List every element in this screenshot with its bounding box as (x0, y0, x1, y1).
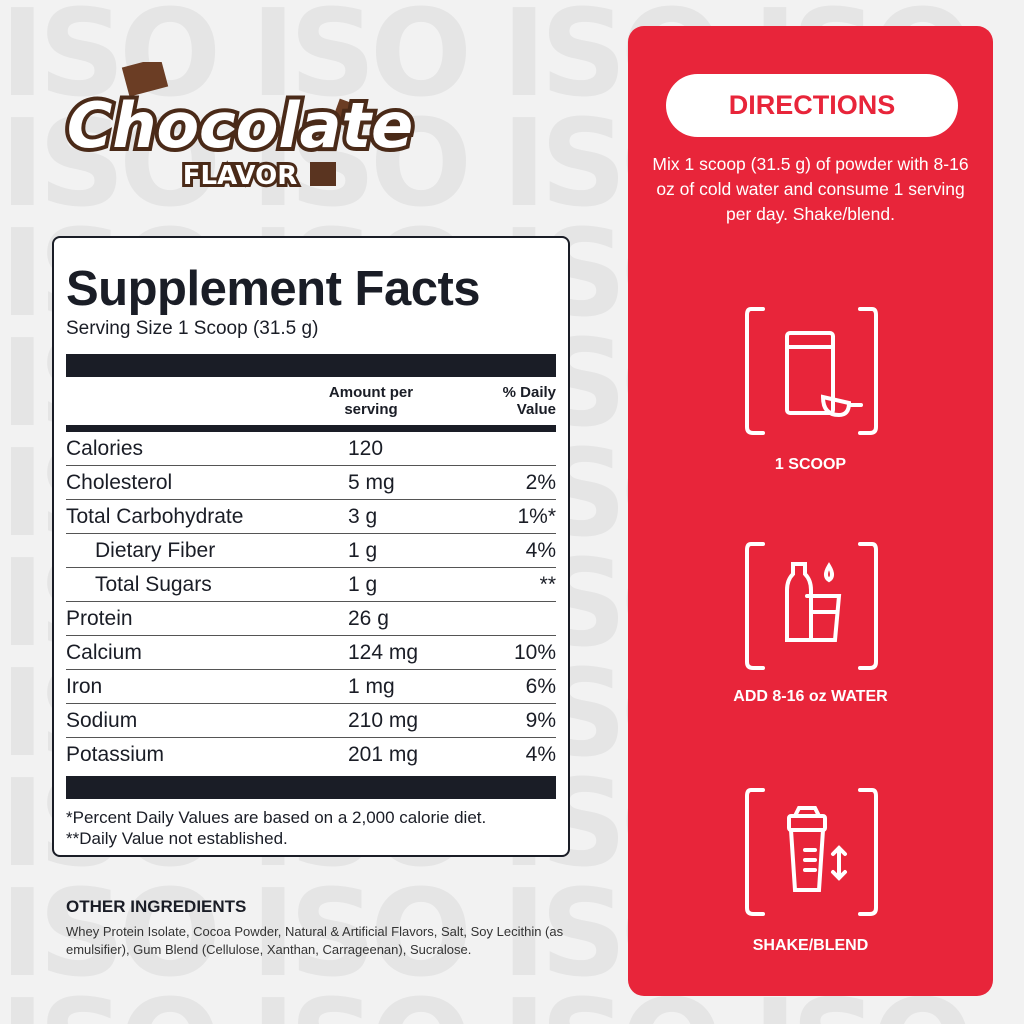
nutrient-name: Sodium (66, 708, 138, 732)
nutrient-dv: 4% (525, 538, 556, 562)
step-label: SHAKE/BLEND (752, 937, 869, 954)
nutrient-amount: 3 g (348, 504, 378, 528)
divider-bar (66, 776, 556, 799)
chocolate-flavor-logo: Chocolate FLAVOR (55, 57, 425, 202)
nutrient-dv: 1%* (517, 504, 556, 528)
scoop-icon (743, 305, 880, 437)
nutrient-name: Iron (66, 674, 103, 698)
nutrient-amount: 5 mg (348, 470, 395, 494)
nutrient-dv: ** (539, 572, 556, 596)
nutrient-dv: 10% (513, 640, 556, 664)
supplement-facts-panel: Supplement Facts Serving Size 1 Scoop (3… (52, 236, 570, 857)
directions-text: Mix 1 scoop (31.5 g) of powder with 8-16… (652, 154, 969, 224)
other-ingredients-title: OTHER INGREDIENTS (66, 897, 247, 916)
facts-row: Dietary Fiber 1 g 4% (66, 534, 556, 568)
nutrient-name: Cholesterol (66, 470, 173, 494)
nutrient-amount: 210 mg (348, 708, 419, 732)
nutrient-dv: 6% (525, 674, 556, 698)
nutrient-amount: 1 mg (348, 674, 395, 698)
nutrient-name: Calories (66, 436, 144, 460)
divider-bar (66, 354, 556, 377)
nutrient-name: Protein (66, 606, 133, 630)
svg-text:FLAVOR: FLAVOR (183, 161, 297, 191)
facts-row: Total Carbohydrate 3 g 1%* (66, 500, 556, 534)
facts-row: Total Sugars 1 g ** (66, 568, 556, 602)
nutrient-name: Calcium (66, 640, 142, 664)
facts-row: Potassium 201 mg 4% (66, 738, 556, 772)
shaker-icon (743, 786, 880, 918)
facts-row: Iron 1 mg 6% (66, 670, 556, 704)
step-label: 1 SCOOP (774, 456, 847, 473)
nutrient-amount: 120 (348, 436, 384, 460)
facts-row: Calories 120 (66, 432, 556, 466)
dv-header: % Daily Value (502, 384, 556, 418)
facts-row: Sodium 210 mg 9% (66, 704, 556, 738)
directions-panel: DIRECTIONS Mix 1 scoop (31.5 g) of powde… (628, 26, 993, 996)
nutrient-amount: 1 g (348, 538, 378, 562)
nutrient-dv: 9% (525, 708, 556, 732)
svg-text:Chocolate: Chocolate (67, 89, 413, 162)
nutrient-amount: 124 mg (348, 640, 419, 664)
facts-header: Amount per serving % Daily Value (66, 377, 556, 432)
nutrient-dv: 2% (525, 470, 556, 494)
facts-row: Protein 26 g (66, 602, 556, 636)
nutrient-name: Dietary Fiber (95, 538, 216, 562)
facts-row: Cholesterol 5 mg 2% (66, 466, 556, 500)
nutrient-dv: 4% (525, 743, 556, 766)
nutrient-amount: 201 mg (348, 743, 419, 766)
facts-title: Supplement Facts (66, 262, 481, 316)
other-ingredients: OTHER INGREDIENTS Whey Protein Isolate, … (66, 897, 566, 959)
other-ingredients-text: Whey Protein Isolate, Cocoa Powder, Natu… (66, 924, 564, 957)
water-bottle-icon (743, 540, 880, 672)
footnote-2: **Daily Value not established. (66, 829, 288, 848)
nutrient-name: Total Carbohydrate (66, 504, 244, 528)
nutrient-amount: 26 g (348, 606, 389, 630)
footnote-1: *Percent Daily Values are based on a 2,0… (66, 808, 487, 827)
nutrient-name: Potassium (66, 743, 165, 766)
amount-header: Amount per serving (328, 384, 414, 418)
directions-title: DIRECTIONS (666, 74, 958, 137)
step-label: ADD 8-16 oz WATER (733, 688, 888, 705)
facts-row: Calcium 124 mg 10% (66, 636, 556, 670)
serving-size: Serving Size 1 Scoop (31.5 g) (66, 318, 319, 339)
nutrient-amount: 1 g (348, 572, 378, 596)
nutrient-name: Total Sugars (95, 572, 212, 596)
